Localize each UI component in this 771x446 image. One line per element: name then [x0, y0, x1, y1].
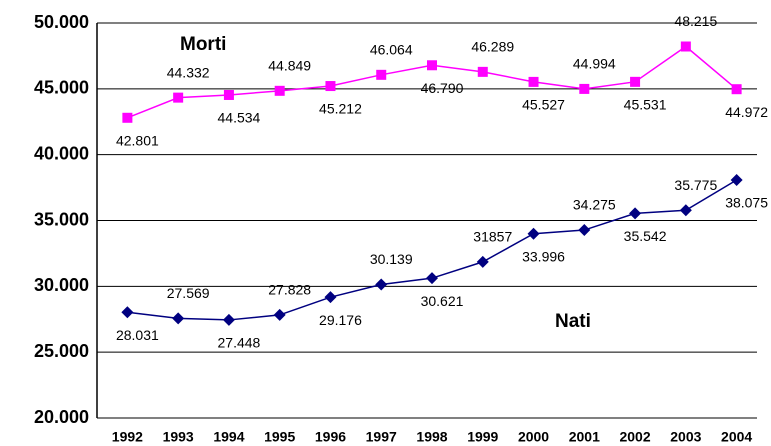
x-tick-label: 1992 — [112, 429, 143, 445]
marker — [375, 278, 388, 291]
marker — [122, 112, 133, 123]
marker — [172, 312, 185, 325]
x-tick-label: 2003 — [670, 429, 701, 445]
x-tick-label: 2004 — [721, 429, 752, 445]
data-label: 45.212 — [319, 101, 362, 117]
x-tick-label: 1996 — [315, 429, 346, 445]
marker — [476, 255, 489, 268]
x-tick-label: 2001 — [569, 429, 600, 445]
data-label: 27.828 — [268, 282, 311, 298]
marker — [121, 306, 134, 319]
data-label: 45.527 — [522, 97, 565, 113]
data-label: 42.801 — [116, 132, 159, 148]
data-label: 31857 — [473, 229, 512, 245]
marker — [427, 60, 437, 71]
marker — [730, 174, 743, 187]
data-label: 44.849 — [268, 58, 311, 74]
y-tick-label: 30.000 — [34, 275, 89, 295]
y-tick-label: 45.000 — [34, 78, 89, 98]
marker — [325, 81, 336, 92]
data-label: 35.775 — [674, 177, 717, 193]
data-label: 34.275 — [573, 197, 616, 213]
marker — [324, 291, 337, 304]
x-tick-label: 2000 — [518, 429, 549, 445]
data-label: 46.790 — [421, 80, 464, 96]
data-label: 30.139 — [370, 251, 413, 267]
data-label: 27.448 — [218, 335, 261, 351]
data-label: 48.215 — [674, 13, 717, 29]
data-label: 44.332 — [167, 64, 210, 80]
series-name: Nati — [555, 311, 591, 332]
data-label: 44.534 — [218, 110, 261, 126]
x-tick-label: 2002 — [619, 429, 650, 445]
marker — [679, 204, 692, 217]
marker — [223, 89, 234, 100]
marker — [629, 207, 642, 220]
y-tick-label: 50.000 — [34, 12, 89, 32]
marker — [376, 69, 387, 80]
marker — [273, 308, 286, 321]
marker — [578, 224, 591, 237]
marker — [528, 76, 539, 87]
y-tick-label: 25.000 — [34, 341, 89, 361]
series-name: Morti — [180, 34, 226, 55]
marker — [274, 85, 285, 96]
y-tick-label: 20.000 — [34, 407, 89, 427]
marker — [630, 76, 641, 87]
x-tick-label: 1998 — [416, 429, 447, 445]
y-tick-label: 35.000 — [34, 209, 89, 229]
marker — [680, 41, 691, 52]
x-tick-label: 1997 — [366, 429, 397, 445]
data-label: 38.075 — [725, 195, 768, 211]
data-label: 30.621 — [421, 293, 464, 309]
data-label: 28.031 — [116, 327, 159, 343]
data-label: 44.972 — [725, 104, 768, 120]
marker — [477, 66, 488, 77]
marker — [173, 92, 184, 103]
data-label: 45.531 — [624, 97, 667, 113]
marker — [579, 83, 590, 94]
data-label: 29.176 — [319, 312, 362, 328]
data-label: 27.569 — [167, 285, 210, 301]
x-tick-label: 1994 — [213, 429, 244, 445]
marker — [426, 272, 438, 285]
data-label: 46.289 — [471, 39, 514, 55]
x-tick-label: 1999 — [467, 429, 498, 445]
data-label: 33.996 — [522, 248, 565, 264]
marker — [527, 227, 540, 240]
data-label: 46.064 — [370, 42, 413, 58]
data-label: 35.542 — [624, 228, 667, 244]
y-tick-label: 40.000 — [34, 143, 89, 163]
marker — [222, 313, 235, 326]
x-tick-label: 1993 — [163, 429, 194, 445]
marker — [731, 84, 742, 95]
x-tick-label: 1995 — [264, 429, 295, 445]
data-label: 44.994 — [573, 56, 616, 72]
